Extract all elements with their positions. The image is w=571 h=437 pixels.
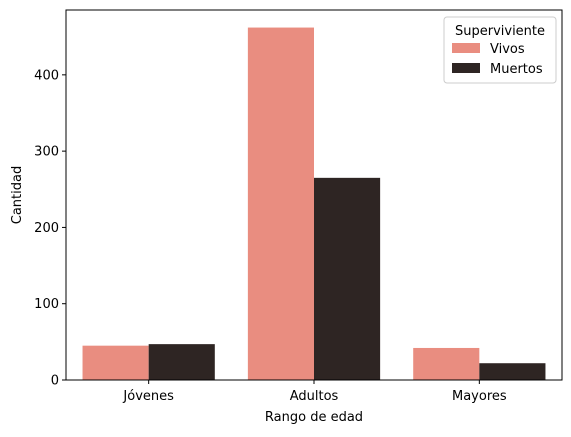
legend-label-muertos: Muertos [490, 62, 543, 77]
x-tick-label: Mayores [452, 389, 507, 404]
y-tick-label: 200 [34, 221, 59, 236]
y-tick-label: 300 [34, 145, 59, 160]
y-tick-label: 100 [34, 297, 59, 312]
y-tick-label: 0 [51, 374, 59, 389]
axes-layer: 0 100 200 300 400 Jóvenes Adultos Mayores [34, 9, 563, 404]
bar-muertos-2 [479, 363, 546, 380]
bar-vivos-0 [82, 345, 149, 380]
legend: Superviviente Vivos Muertos [443, 16, 557, 84]
legend-label-vivos: Vivos [490, 42, 525, 57]
x-tick-label: Jóvenes [122, 389, 174, 404]
bar-muertos-1 [314, 177, 381, 380]
y-tick-label: 400 [34, 68, 59, 83]
bar-vivos-2 [413, 347, 480, 380]
legend-title: Superviviente [455, 24, 545, 39]
x-axis-label: Rango de edad [265, 410, 363, 425]
y-axis-label: Cantidad [10, 166, 25, 224]
bars-layer [82, 27, 546, 381]
bar-vivos-1 [247, 27, 314, 381]
legend-swatch-vivos [452, 43, 480, 53]
bar-muertos-0 [148, 344, 215, 380]
x-tick-label: Adultos [290, 389, 339, 404]
legend-swatch-muertos [452, 63, 480, 73]
